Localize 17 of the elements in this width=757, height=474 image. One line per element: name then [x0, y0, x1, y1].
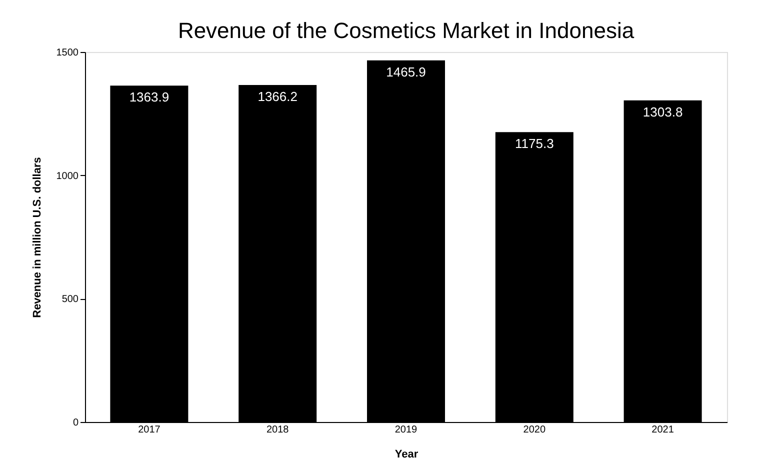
y-tick-label: 1000: [56, 170, 79, 182]
y-axis-title: Revenue in million U.S. dollars: [31, 157, 44, 318]
data-label: 1366.2: [258, 89, 298, 104]
x-tick-label: 2018: [266, 424, 290, 436]
data-label: 1175.3: [515, 136, 554, 152]
chart-title: Revenue of the Cosmetics Market in Indonesia: [178, 18, 635, 43]
y-tick-label: 500: [62, 294, 79, 306]
x-tick-label: 2017: [138, 424, 161, 436]
x-tick-label: 2019: [394, 424, 418, 436]
x-tick-label: 2020: [523, 424, 546, 436]
data-label: 1363.9: [129, 90, 170, 105]
x-tick-label: 2021: [652, 424, 674, 436]
x-axis-title: Year: [394, 448, 419, 460]
data-label: 1303.8: [642, 104, 683, 120]
data-label: 1465.9: [386, 64, 426, 80]
y-tick-label: 1500: [56, 48, 79, 58]
y-tick-label: 0: [72, 418, 79, 428]
